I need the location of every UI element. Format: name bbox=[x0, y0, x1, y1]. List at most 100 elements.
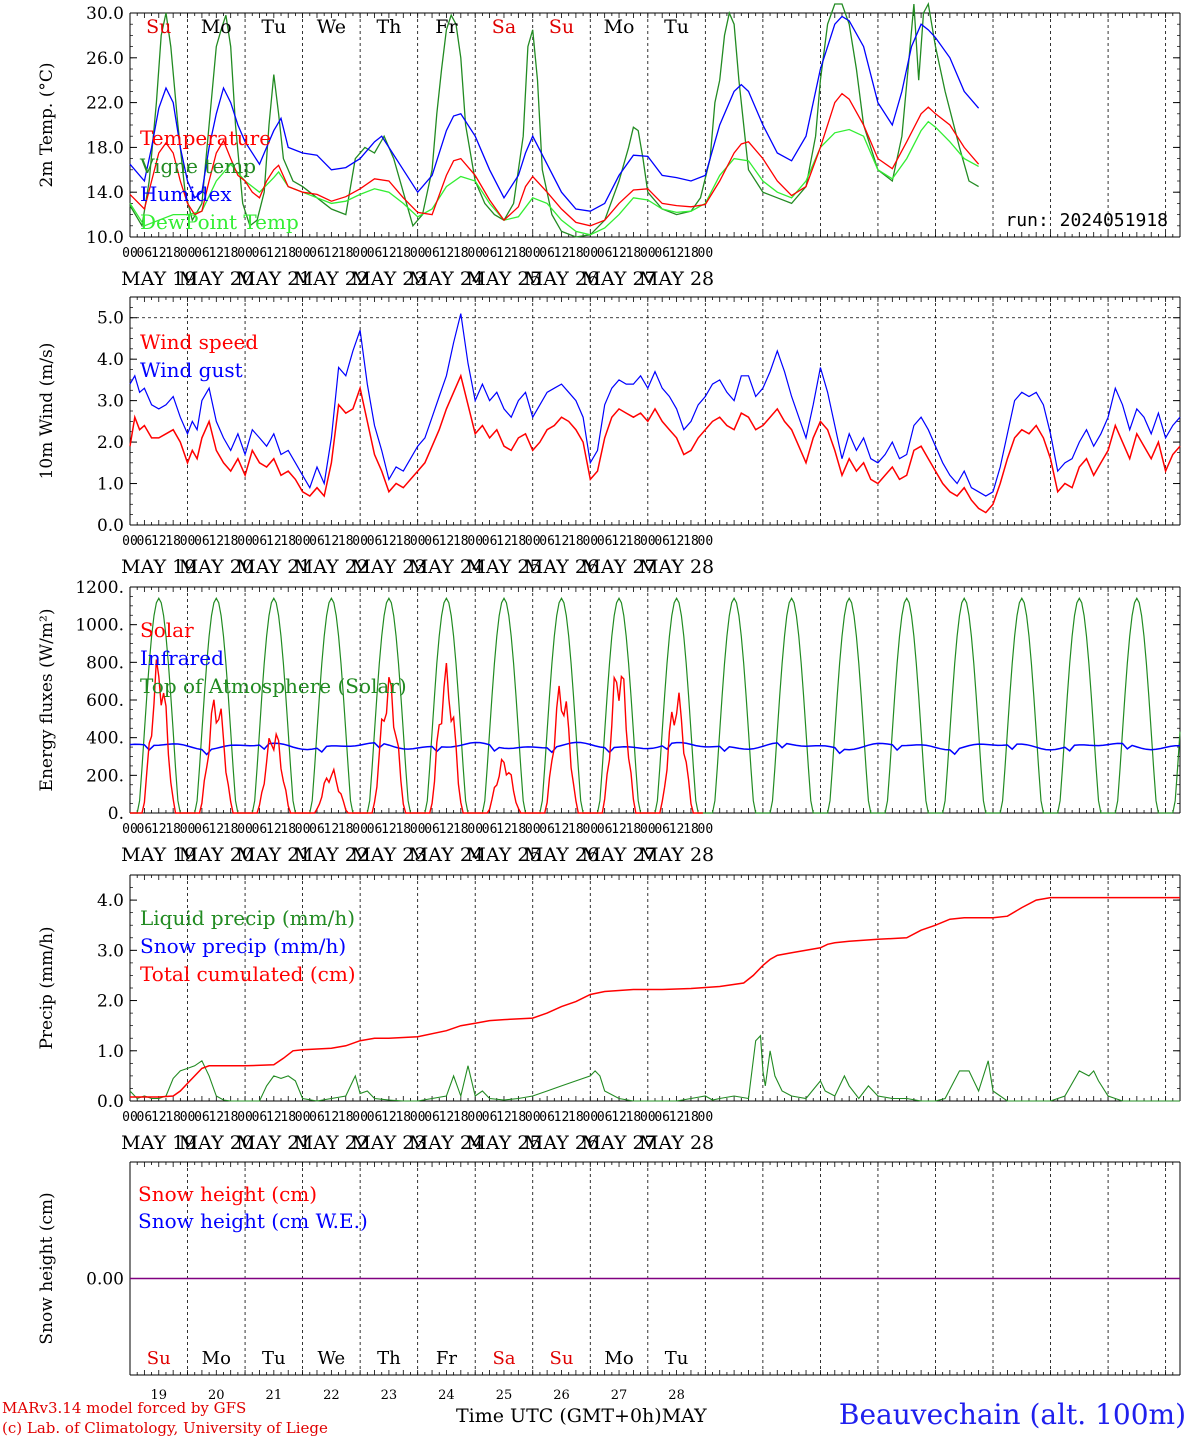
legend-entry: Total cumulated (cm) bbox=[140, 962, 356, 986]
hour-tick-label: 12 bbox=[611, 822, 627, 837]
hour-tick-label: 06 bbox=[194, 1110, 210, 1125]
date-label: MAY 20 bbox=[179, 268, 254, 290]
hour-tick-label: 06 bbox=[424, 534, 440, 549]
hour-tick-label: 06 bbox=[539, 534, 555, 549]
hour-tick-label: 00 bbox=[698, 246, 714, 261]
hour-tick-label: 06 bbox=[309, 246, 325, 261]
day-number-label: 23 bbox=[381, 1388, 398, 1403]
weekday-label: Mo bbox=[201, 16, 232, 38]
date-label: MAY 28 bbox=[639, 1132, 714, 1154]
hour-tick-label: 00 bbox=[237, 534, 253, 549]
hour-tick-label: 00 bbox=[467, 534, 483, 549]
date-label: MAY 25 bbox=[466, 844, 541, 866]
hour-tick-label: 18 bbox=[395, 1110, 411, 1125]
hour-tick-label: 12 bbox=[381, 822, 397, 837]
date-label: MAY 19 bbox=[121, 556, 196, 578]
hour-tick-label: 18 bbox=[568, 1110, 584, 1125]
hour-tick-label: 00 bbox=[640, 246, 656, 261]
date-label: MAY 27 bbox=[581, 844, 656, 866]
hour-tick-label: 00 bbox=[640, 822, 656, 837]
hour-tick-label: 06 bbox=[597, 1110, 613, 1125]
hour-tick-label: 18 bbox=[223, 534, 239, 549]
y-axis-label: Precip (mm/h) bbox=[37, 926, 57, 1049]
hour-tick-label: 00 bbox=[410, 534, 426, 549]
hour-tick-label: 00 bbox=[122, 246, 138, 261]
weekday-label: Su bbox=[147, 1348, 171, 1369]
hour-tick-label: 18 bbox=[568, 534, 584, 549]
date-label: MAY 22 bbox=[294, 556, 369, 578]
hour-tick-label: 18 bbox=[338, 534, 354, 549]
date-label: MAY 21 bbox=[236, 1132, 311, 1154]
hour-tick-label: 18 bbox=[683, 1110, 699, 1125]
series-line bbox=[129, 313, 1181, 497]
hour-tick-label: 00 bbox=[237, 822, 253, 837]
date-label: MAY 21 bbox=[236, 556, 311, 578]
hour-tick-label: 12 bbox=[439, 246, 455, 261]
hour-tick-label: 18 bbox=[395, 822, 411, 837]
hour-tick-label: 06 bbox=[424, 1110, 440, 1125]
hour-tick-label: 06 bbox=[367, 534, 383, 549]
date-label: MAY 22 bbox=[294, 844, 369, 866]
hour-tick-label: 00 bbox=[698, 822, 714, 837]
hour-tick-label: 18 bbox=[165, 534, 181, 549]
hour-tick-label: 12 bbox=[611, 1110, 627, 1125]
hour-tick-label: 00 bbox=[122, 534, 138, 549]
y-tick-label: 5.0 bbox=[97, 309, 124, 329]
hour-tick-label: 12 bbox=[324, 534, 340, 549]
hour-tick-label: 18 bbox=[395, 246, 411, 261]
legend-entry: Wind speed bbox=[140, 330, 258, 354]
y-tick-label: 0.0 bbox=[97, 1092, 124, 1112]
hour-tick-label: 00 bbox=[525, 1110, 541, 1125]
hour-tick-label: 12 bbox=[496, 534, 512, 549]
hour-tick-label: 00 bbox=[640, 1110, 656, 1125]
date-label: MAY 27 bbox=[581, 1132, 656, 1154]
hour-tick-label: 06 bbox=[194, 246, 210, 261]
y-tick-label: 18.0 bbox=[86, 138, 124, 158]
series-line bbox=[129, 120, 979, 236]
y-tick-label: 1000. bbox=[75, 616, 124, 636]
hour-tick-label: 12 bbox=[151, 822, 167, 837]
hour-tick-label: 00 bbox=[180, 246, 196, 261]
hour-tick-label: 06 bbox=[137, 822, 153, 837]
hour-tick-label: 06 bbox=[482, 246, 498, 261]
legend-entry: Solar bbox=[140, 618, 194, 642]
hour-tick-label: 12 bbox=[611, 246, 627, 261]
hour-tick-label: 06 bbox=[654, 822, 670, 837]
hour-tick-label: 18 bbox=[395, 534, 411, 549]
hour-tick-label: 00 bbox=[698, 1110, 714, 1125]
hour-tick-label: 12 bbox=[208, 822, 224, 837]
y-tick-label: 600. bbox=[86, 691, 124, 711]
y-tick-label: 1.0 bbox=[97, 1042, 124, 1062]
hour-tick-label: 00 bbox=[410, 246, 426, 261]
hour-tick-label: 00 bbox=[352, 1110, 368, 1125]
date-label: MAY 23 bbox=[351, 556, 426, 578]
hour-tick-label: 18 bbox=[280, 822, 296, 837]
hour-tick-label: 12 bbox=[151, 246, 167, 261]
weekday-label: We bbox=[317, 16, 346, 38]
hour-tick-label: 12 bbox=[266, 1110, 282, 1125]
date-label: MAY 24 bbox=[409, 844, 484, 866]
y-tick-label: 26.0 bbox=[86, 49, 124, 69]
hour-tick-label: 00 bbox=[467, 822, 483, 837]
series-line bbox=[130, 896, 1180, 1098]
hour-tick-label: 06 bbox=[194, 822, 210, 837]
legend-entry: Wind gust bbox=[140, 358, 243, 382]
weekday-label: Tu bbox=[665, 1348, 689, 1369]
hour-tick-label: 00 bbox=[525, 822, 541, 837]
legend-entry: Snow height (cm W.E.) bbox=[138, 1209, 368, 1233]
hour-tick-label: 12 bbox=[381, 1110, 397, 1125]
hour-tick-label: 18 bbox=[453, 246, 469, 261]
series-line bbox=[130, 659, 703, 814]
y-tick-label: 10.0 bbox=[86, 228, 124, 248]
legend-entry: Humidex bbox=[140, 182, 232, 206]
hour-tick-label: 00 bbox=[180, 1110, 196, 1125]
hour-tick-label: 00 bbox=[295, 1110, 311, 1125]
hour-tick-label: 06 bbox=[597, 822, 613, 837]
date-label: MAY 20 bbox=[179, 556, 254, 578]
y-tick-label: 400. bbox=[86, 729, 124, 749]
series-line bbox=[129, 92, 980, 227]
hour-tick-label: 18 bbox=[626, 822, 642, 837]
day-number-label: 25 bbox=[496, 1388, 513, 1403]
date-label: MAY 22 bbox=[294, 268, 369, 290]
